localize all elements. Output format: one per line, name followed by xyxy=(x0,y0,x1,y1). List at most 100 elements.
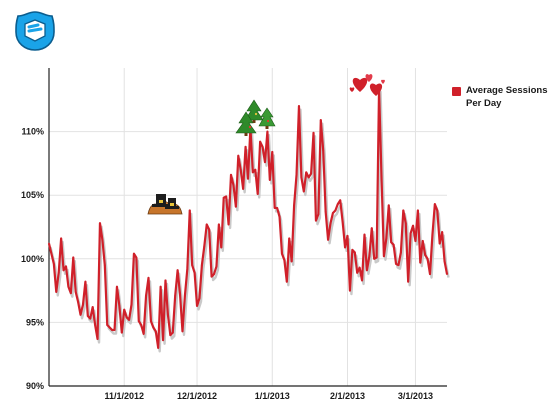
data-point xyxy=(336,203,339,206)
legend-label: Average Sessions Per Day xyxy=(466,85,548,109)
data-point xyxy=(157,346,160,349)
data-point xyxy=(89,317,92,320)
x-tick-label: 12/1/2012 xyxy=(177,391,217,401)
data-point xyxy=(273,207,276,209)
data-point xyxy=(167,313,169,316)
data-point xyxy=(307,176,310,179)
data-point xyxy=(67,285,70,288)
y-tick-label: 100% xyxy=(21,254,44,264)
data-point xyxy=(91,306,94,309)
data-point xyxy=(281,252,283,255)
data-point xyxy=(55,290,58,293)
data-point xyxy=(86,315,89,317)
data-point xyxy=(118,304,121,307)
data-point xyxy=(295,173,298,176)
data-point xyxy=(414,240,417,242)
data-point xyxy=(133,252,135,255)
data-point xyxy=(142,332,145,335)
data-point xyxy=(351,248,354,251)
data-point xyxy=(441,231,444,233)
data-point xyxy=(412,224,414,227)
data-point xyxy=(370,227,373,230)
legend-swatch xyxy=(452,87,461,96)
data-point xyxy=(446,273,448,275)
data-point xyxy=(94,324,97,326)
data-point xyxy=(179,293,181,296)
data-point xyxy=(135,256,138,259)
data-point xyxy=(213,273,215,275)
data-point xyxy=(344,246,346,249)
data-point xyxy=(251,171,254,174)
data-point xyxy=(426,257,429,260)
data-point xyxy=(266,130,269,133)
gamepad-badge-icon xyxy=(15,11,55,51)
data-point xyxy=(162,339,164,342)
data-point xyxy=(174,294,177,297)
data-point xyxy=(385,237,388,240)
data-point xyxy=(383,255,385,258)
data-point xyxy=(322,149,325,152)
y-tick-label: 90% xyxy=(26,381,44,391)
data-point xyxy=(373,257,376,260)
data-point xyxy=(84,280,87,283)
data-point xyxy=(334,209,337,212)
data-point xyxy=(433,203,436,206)
data-point xyxy=(259,140,262,143)
data-point xyxy=(50,252,53,255)
data-point xyxy=(429,273,431,275)
data-point xyxy=(438,242,441,245)
data-point xyxy=(276,207,279,209)
data-point xyxy=(404,222,407,225)
data-point xyxy=(196,304,198,307)
data-point xyxy=(77,301,80,303)
data-point xyxy=(288,237,291,240)
data-point xyxy=(339,199,342,202)
data-point xyxy=(145,294,147,297)
data-point xyxy=(327,238,329,241)
data-point xyxy=(285,280,288,283)
data-point xyxy=(140,324,143,326)
data-point xyxy=(150,320,152,323)
data-point xyxy=(283,259,286,261)
y-tick-label: 105% xyxy=(21,190,44,200)
data-point xyxy=(215,265,218,268)
data-point xyxy=(96,338,99,340)
data-point xyxy=(65,265,67,268)
y-tick-label: 95% xyxy=(26,317,44,327)
data-point xyxy=(300,176,303,179)
data-point xyxy=(130,303,133,306)
x-tick-label: 11/1/2012 xyxy=(104,391,144,401)
data-point xyxy=(137,320,140,323)
data-point xyxy=(147,276,150,279)
data-point xyxy=(103,264,106,267)
data-point xyxy=(341,221,344,223)
data-point xyxy=(101,238,104,241)
data-point xyxy=(397,264,400,267)
data-point xyxy=(69,292,72,295)
data-point xyxy=(419,261,422,264)
data-point xyxy=(62,269,65,272)
data-point xyxy=(203,245,206,247)
data-point xyxy=(242,187,245,190)
data-point xyxy=(298,105,300,108)
data-point xyxy=(312,131,315,134)
x-tick-label: 3/1/2013 xyxy=(398,391,433,401)
data-point xyxy=(188,209,191,212)
data-point xyxy=(271,151,274,153)
data-point xyxy=(363,233,366,236)
data-point xyxy=(125,316,128,319)
data-point xyxy=(436,209,439,212)
data-point xyxy=(123,308,126,311)
data-point xyxy=(407,280,410,283)
data-point xyxy=(305,171,308,174)
data-point xyxy=(57,271,60,274)
data-point xyxy=(230,173,232,176)
data-point xyxy=(82,303,84,306)
series-shadow-line xyxy=(49,90,450,353)
data-point xyxy=(164,279,167,282)
data-point xyxy=(60,237,63,240)
data-point xyxy=(346,235,349,237)
data-point xyxy=(399,251,402,254)
data-point xyxy=(356,271,359,274)
